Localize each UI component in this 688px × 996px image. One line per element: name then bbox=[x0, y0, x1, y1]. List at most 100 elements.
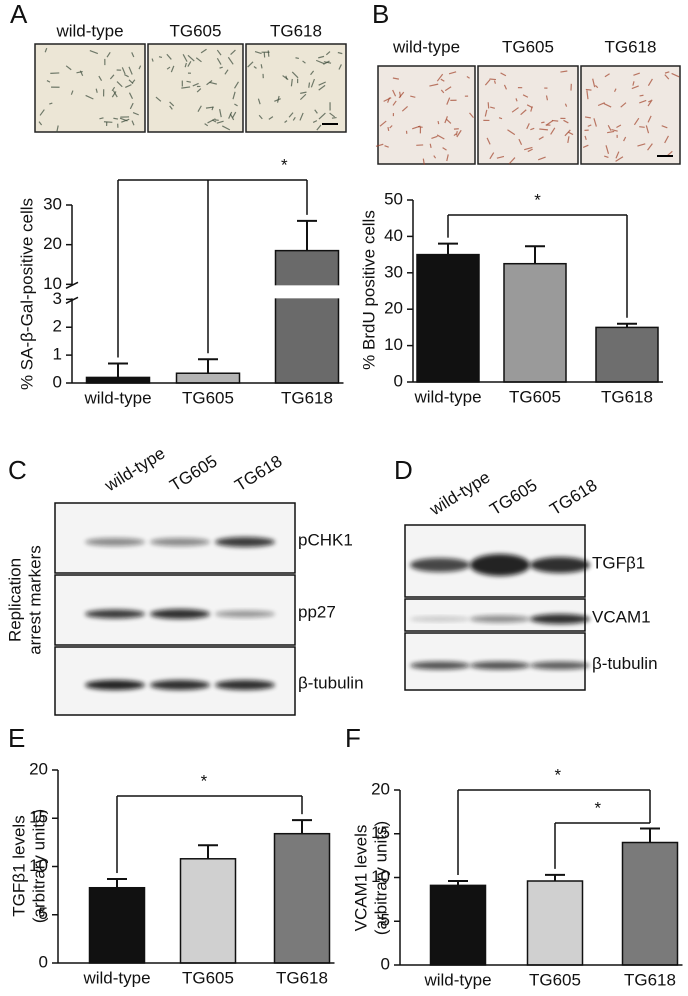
cell bbox=[603, 103, 612, 108]
cell bbox=[647, 115, 652, 123]
cell bbox=[288, 112, 294, 118]
cell bbox=[597, 102, 605, 107]
y-tick-label: 50 bbox=[384, 189, 403, 208]
cell bbox=[526, 104, 533, 109]
cell bbox=[206, 80, 213, 86]
y-tick-label: 0 bbox=[39, 952, 48, 971]
x-tick-label: TG618 bbox=[624, 970, 676, 989]
x-tick-label: wild-type bbox=[82, 968, 150, 987]
cell bbox=[216, 49, 222, 56]
band bbox=[410, 616, 470, 622]
y-tick-label: 30 bbox=[43, 194, 62, 213]
band bbox=[530, 661, 590, 670]
cell bbox=[436, 134, 445, 140]
bar bbox=[274, 249, 340, 384]
micrograph bbox=[477, 65, 579, 165]
cell bbox=[129, 102, 134, 110]
cell bbox=[661, 125, 668, 129]
cell bbox=[490, 106, 495, 109]
cell bbox=[204, 123, 209, 127]
cell bbox=[106, 51, 111, 58]
band bbox=[530, 557, 590, 573]
x-tick-label: TG605 bbox=[509, 387, 561, 406]
cell bbox=[456, 129, 462, 138]
cell bbox=[292, 117, 296, 121]
cell bbox=[584, 116, 591, 119]
y-tick-label: 10 bbox=[43, 274, 62, 293]
y-tick-label: 1 bbox=[53, 345, 62, 364]
lane-label: TG618 bbox=[546, 476, 600, 520]
break-mark bbox=[65, 296, 79, 305]
micrograph bbox=[147, 43, 244, 133]
cell bbox=[539, 128, 548, 131]
cell bbox=[121, 67, 126, 75]
cell bbox=[545, 95, 549, 101]
x-tick-label: wild-type bbox=[83, 388, 151, 407]
y-axis-label: (arbitrary units) bbox=[29, 809, 48, 923]
bar bbox=[503, 262, 567, 383]
y-tick-label: 0 bbox=[394, 371, 403, 390]
cell bbox=[291, 71, 299, 79]
cell bbox=[314, 109, 318, 114]
band bbox=[470, 554, 530, 576]
band-label: TGFβ1 bbox=[592, 553, 645, 572]
cell bbox=[312, 120, 318, 123]
micrograph bbox=[34, 43, 146, 133]
band-label: pCHK1 bbox=[298, 530, 353, 549]
y-tick-label: 5 bbox=[381, 911, 390, 930]
x-tick-label: TG618 bbox=[601, 387, 653, 406]
y-axis-label: (arbitrary units) bbox=[371, 821, 390, 935]
cell bbox=[417, 125, 423, 128]
cell bbox=[302, 60, 306, 64]
cell bbox=[633, 117, 640, 126]
cell bbox=[379, 120, 387, 127]
cell bbox=[664, 74, 670, 80]
cell bbox=[166, 53, 172, 60]
y-tick-label: 20 bbox=[384, 299, 403, 318]
cell bbox=[219, 108, 222, 118]
lane-label: TG605 bbox=[486, 476, 540, 520]
cell bbox=[224, 69, 229, 75]
cell bbox=[647, 143, 653, 151]
cell bbox=[422, 158, 425, 165]
cell bbox=[169, 101, 175, 107]
cell bbox=[455, 131, 458, 136]
cell bbox=[489, 78, 497, 81]
bar bbox=[273, 832, 331, 964]
band bbox=[470, 615, 530, 623]
y-tick-label: 10 bbox=[371, 867, 390, 886]
y-tick-label: 30 bbox=[384, 262, 403, 281]
cell bbox=[440, 89, 445, 94]
cell bbox=[623, 136, 627, 142]
y-axis-label: VCAM1 levels bbox=[351, 825, 370, 932]
cell bbox=[444, 86, 452, 92]
band bbox=[150, 538, 210, 546]
bar bbox=[416, 253, 480, 383]
cell bbox=[507, 129, 516, 136]
cell bbox=[563, 119, 569, 124]
panel-label: C bbox=[8, 455, 27, 485]
cell bbox=[410, 95, 416, 98]
cell bbox=[323, 60, 330, 65]
cell bbox=[310, 78, 315, 88]
significance: * bbox=[594, 798, 601, 817]
cell bbox=[253, 66, 257, 69]
cell bbox=[429, 143, 432, 148]
cell bbox=[401, 106, 408, 112]
cell bbox=[453, 133, 457, 137]
x-tick-label: wild-type bbox=[413, 387, 481, 406]
cell bbox=[151, 58, 154, 62]
y-axis-label: % SA-β-Gal-positive cells bbox=[17, 198, 36, 390]
cell bbox=[564, 103, 568, 107]
cell bbox=[318, 55, 325, 59]
cell bbox=[299, 93, 307, 101]
cell bbox=[70, 90, 74, 95]
cell bbox=[254, 50, 262, 55]
panel-label: D bbox=[394, 455, 413, 485]
cell bbox=[607, 124, 612, 131]
micrograph bbox=[377, 65, 476, 165]
cell bbox=[316, 124, 322, 131]
cell bbox=[489, 152, 495, 160]
cell bbox=[568, 131, 574, 136]
cell bbox=[234, 103, 238, 107]
